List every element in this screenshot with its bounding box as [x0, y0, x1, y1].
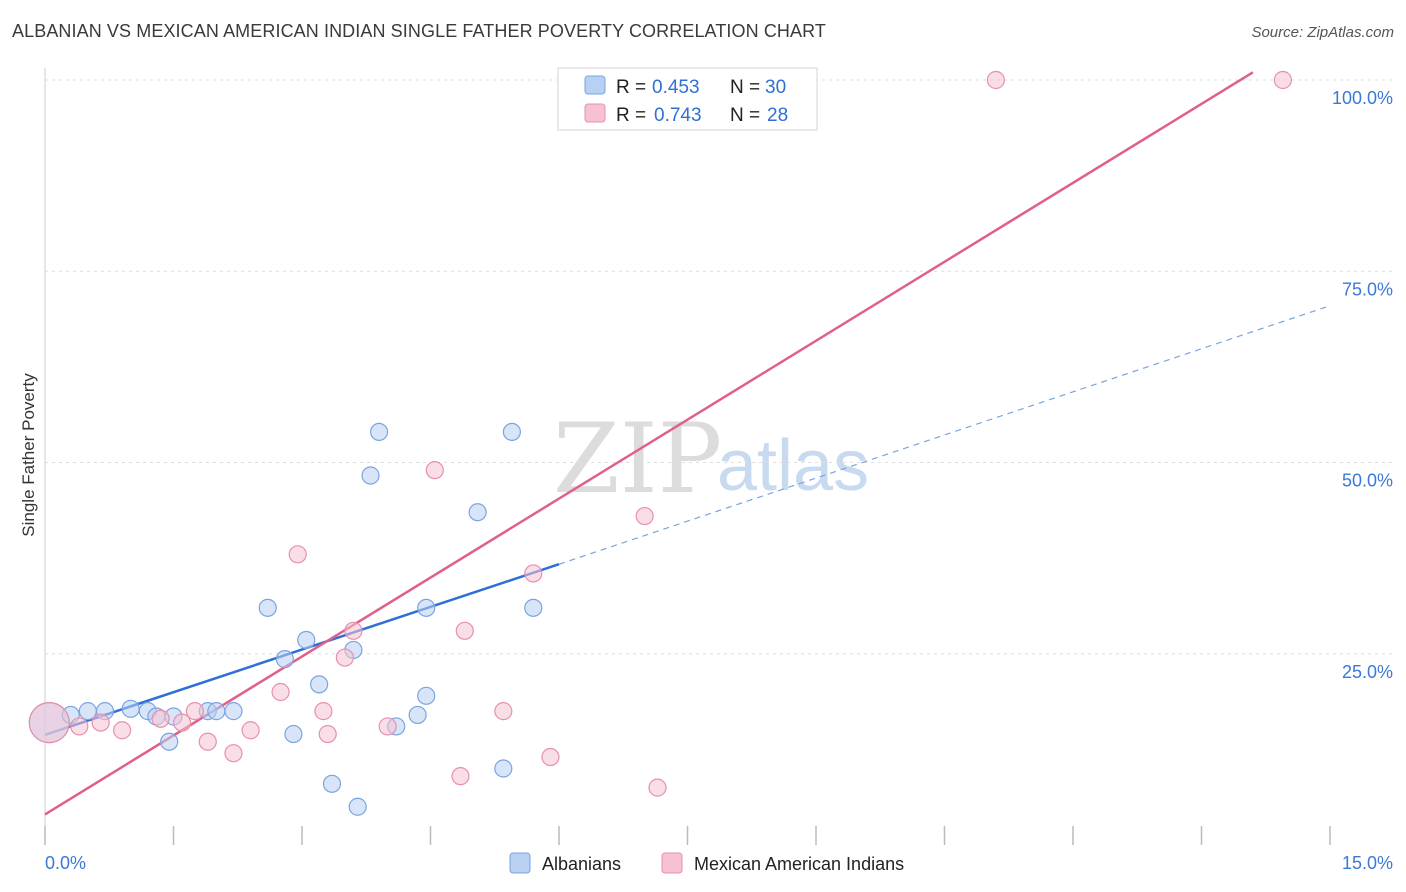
- point-mexican: [288, 545, 307, 564]
- point-albanians: [348, 797, 367, 816]
- point-albanians: [297, 630, 316, 650]
- point-mexican: [151, 709, 170, 728]
- point-albanians: [417, 686, 436, 705]
- legend-r-label-1: R =: [616, 77, 646, 98]
- point-mexican: [344, 621, 363, 640]
- trend-line-mexican: [44, 71, 1254, 816]
- point-albanians: [502, 422, 521, 441]
- legend-r-value-1: 0.453: [652, 77, 700, 98]
- point-mexican: [494, 702, 513, 721]
- point-albanians: [494, 759, 513, 778]
- point-mexican: [648, 778, 667, 797]
- point-mexican: [314, 702, 333, 721]
- point-albanians: [370, 422, 389, 441]
- bottom-legend-swatch-mexican: [661, 852, 683, 874]
- y-tick-label: 100.0%: [1332, 88, 1393, 108]
- point-albanians: [207, 702, 226, 721]
- point-mexican: [271, 682, 290, 702]
- point-mexican: [318, 724, 337, 744]
- legend-swatch-albanians: [584, 75, 606, 95]
- legend-r-value-2: 0.743: [654, 105, 702, 126]
- point-mexican: [378, 717, 397, 736]
- legend-n-value-2: 28: [767, 105, 788, 126]
- point-mexican: [224, 744, 243, 763]
- point-albanians: [310, 675, 329, 694]
- y-tick-label: 75.0%: [1342, 279, 1393, 299]
- legend-swatch-mexican: [584, 103, 606, 123]
- point-mexican: [70, 717, 89, 736]
- gridlines: [45, 79, 1393, 655]
- point-mexican: [198, 732, 217, 751]
- trend-line-albanians-extension: [558, 305, 1331, 565]
- point-albanians: [121, 699, 140, 718]
- point-mexican: [28, 701, 70, 744]
- point-mexican: [451, 767, 470, 786]
- bottom-legend: Albanians Mexican American Indians: [509, 852, 904, 874]
- point-mexican: [1273, 70, 1292, 90]
- data-points: [28, 70, 1292, 816]
- point-albanians: [524, 598, 543, 617]
- point-mexican: [172, 713, 192, 732]
- point-albanians: [322, 774, 342, 793]
- point-albanians: [275, 650, 294, 669]
- point-mexican: [635, 506, 654, 526]
- watermark-atlas: atlas: [717, 426, 869, 506]
- point-mexican: [185, 702, 205, 721]
- legend: R = 0.453 N = 30 R = 0.743 N = 28: [557, 67, 818, 131]
- point-mexican: [335, 648, 354, 667]
- point-mexican: [425, 461, 444, 480]
- point-mexican: [524, 564, 543, 583]
- x-tick-label: 0.0%: [45, 853, 86, 873]
- watermark-zip: ZIP: [553, 403, 722, 515]
- point-albanians: [160, 732, 179, 751]
- point-albanians: [284, 724, 303, 744]
- point-albanians: [417, 598, 436, 617]
- chart-title: ALBANIAN VS MEXICAN AMERICAN INDIAN SING…: [12, 21, 827, 41]
- point-albanians: [361, 466, 380, 485]
- bottom-legend-albanians: Albanians: [542, 854, 621, 874]
- bottom-legend-mexican: Mexican American Indians: [694, 854, 904, 874]
- point-mexican: [455, 621, 474, 640]
- point-mexican: [91, 713, 110, 732]
- point-albanians: [468, 503, 487, 522]
- point-mexican: [986, 70, 1006, 90]
- y-axis-label: Single Father Poverty: [19, 373, 38, 537]
- point-albanians: [224, 702, 243, 721]
- point-mexican: [241, 721, 260, 740]
- tick-labels: 25.0% 50.0% 75.0% 100.0% 0.0% 15.0%: [45, 88, 1393, 873]
- source-label: Source: ZipAtlas.com: [1251, 24, 1394, 41]
- x-tick-label: 15.0%: [1342, 853, 1393, 873]
- y-tick-label: 50.0%: [1342, 471, 1393, 491]
- legend-r-label-2: R =: [616, 105, 646, 126]
- point-albanians: [408, 705, 427, 725]
- legend-n-value-1: 30: [765, 77, 786, 98]
- point-albanians: [258, 598, 277, 617]
- point-mexican: [112, 721, 132, 740]
- y-tick-label: 25.0%: [1342, 662, 1393, 682]
- point-mexican: [541, 747, 560, 767]
- legend-n-label-1: N =: [730, 77, 760, 98]
- bottom-legend-swatch-albanians: [509, 852, 531, 874]
- legend-n-label-2: N =: [730, 105, 760, 126]
